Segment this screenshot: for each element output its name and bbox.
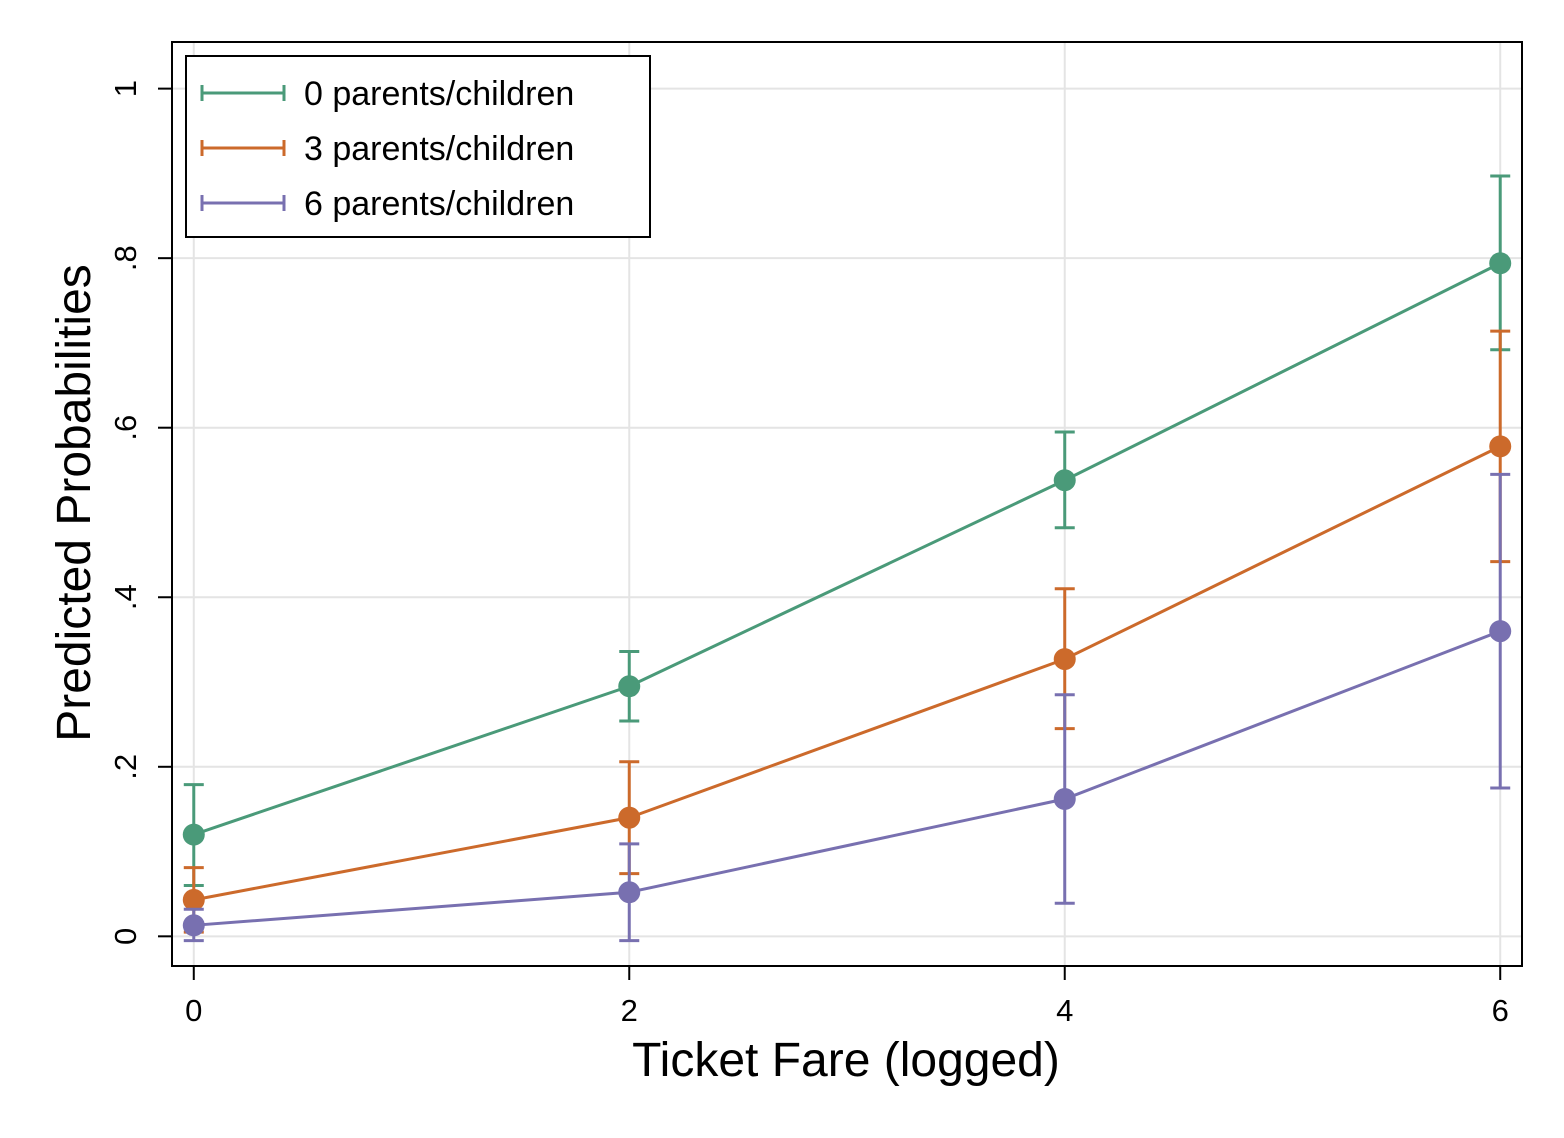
x-tick-label: 2 xyxy=(621,993,638,1028)
legend-item-1: 3 parents/children xyxy=(200,130,574,168)
series-line xyxy=(193,261,1501,837)
data-point xyxy=(618,806,641,829)
y-tick-label: .4 xyxy=(108,584,143,610)
x-tick-label: 4 xyxy=(1056,993,1073,1028)
series-layer xyxy=(182,174,1512,943)
y-tick-label: 0 xyxy=(108,928,143,945)
legend-item-0: 0 parents/children xyxy=(200,75,574,113)
data-point xyxy=(1053,648,1076,671)
x-axis-title: Ticket Fare (logged) xyxy=(632,1034,1060,1087)
x-axis: 0 2 4 6 xyxy=(185,966,1509,1028)
data-point xyxy=(618,881,641,904)
data-point xyxy=(182,823,205,846)
data-point xyxy=(1053,788,1076,811)
legend-label: 6 parents/children xyxy=(304,185,574,223)
y-axis-title: Predicted Probabilities xyxy=(48,264,101,742)
series-0 xyxy=(182,174,1512,887)
data-point xyxy=(1489,620,1512,643)
series-2 xyxy=(182,472,1512,943)
legend-label: 3 parents/children xyxy=(304,130,574,168)
y-axis: 0 .2 .4 .6 .8 1 xyxy=(108,80,172,945)
legend: 0 parents/children 3 parents/children 6 pa… xyxy=(185,55,651,238)
data-point xyxy=(1053,469,1076,492)
series-1 xyxy=(182,329,1512,934)
data-point xyxy=(182,914,205,937)
y-tick-label: 1 xyxy=(108,80,143,97)
data-point xyxy=(182,888,205,911)
y-tick-label: .6 xyxy=(108,415,143,441)
legend-label: 0 parents/children xyxy=(304,75,574,113)
plot-frame xyxy=(171,41,1523,967)
data-point xyxy=(618,675,641,698)
data-point xyxy=(1489,435,1512,458)
x-tick-label: 6 xyxy=(1492,993,1509,1028)
y-tick-label: .2 xyxy=(108,754,143,780)
x-tick-label: 0 xyxy=(185,993,202,1028)
series-line xyxy=(193,445,1501,902)
legend-item-2: 6 parents/children xyxy=(200,185,574,223)
data-point xyxy=(1489,252,1512,275)
series-line xyxy=(193,629,1501,927)
y-tick-label: .8 xyxy=(108,245,143,271)
